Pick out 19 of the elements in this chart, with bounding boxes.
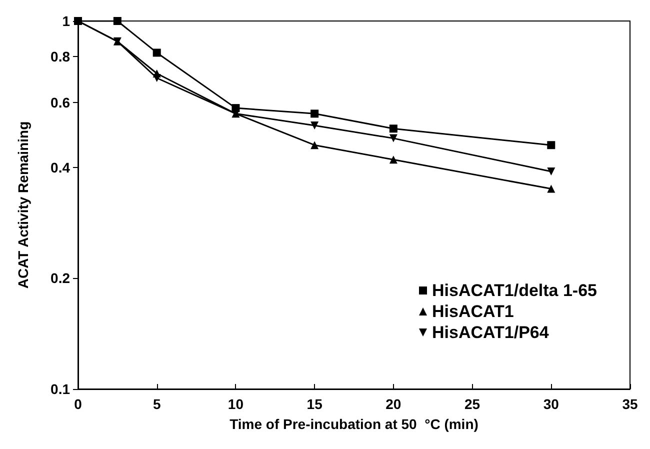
legend-label: HisACAT1 (432, 302, 514, 321)
x-tick-label: 10 (228, 396, 244, 412)
y-tick-label: 0.4 (50, 159, 70, 176)
x-tick-label: 25 (464, 396, 480, 412)
y-axis-title: ACAT Activity Remaining (15, 121, 31, 289)
x-tick-label: 30 (543, 396, 560, 412)
y-tick-label: 0.6 (50, 94, 70, 111)
x-tick-label: 0 (74, 396, 82, 412)
legend-label: HisACAT1/P64 (432, 323, 550, 342)
legend-label: HisACAT1/delta 1-65 (432, 281, 598, 300)
x-tick-label: 20 (386, 396, 402, 412)
x-tick-label: 35 (622, 396, 638, 412)
y-tick-label: 0.8 (50, 48, 70, 65)
x-tick-label: 5 (152, 396, 161, 412)
y-tick-label: 1 (62, 13, 70, 29)
x-tick-label: 15 (306, 396, 323, 412)
x-axis-title: Time of Pre-incubation at 50 °C (min) (230, 416, 478, 432)
y-tick-label: 0.1 (50, 381, 70, 397)
y-tick-label: 0.2 (50, 270, 70, 286)
